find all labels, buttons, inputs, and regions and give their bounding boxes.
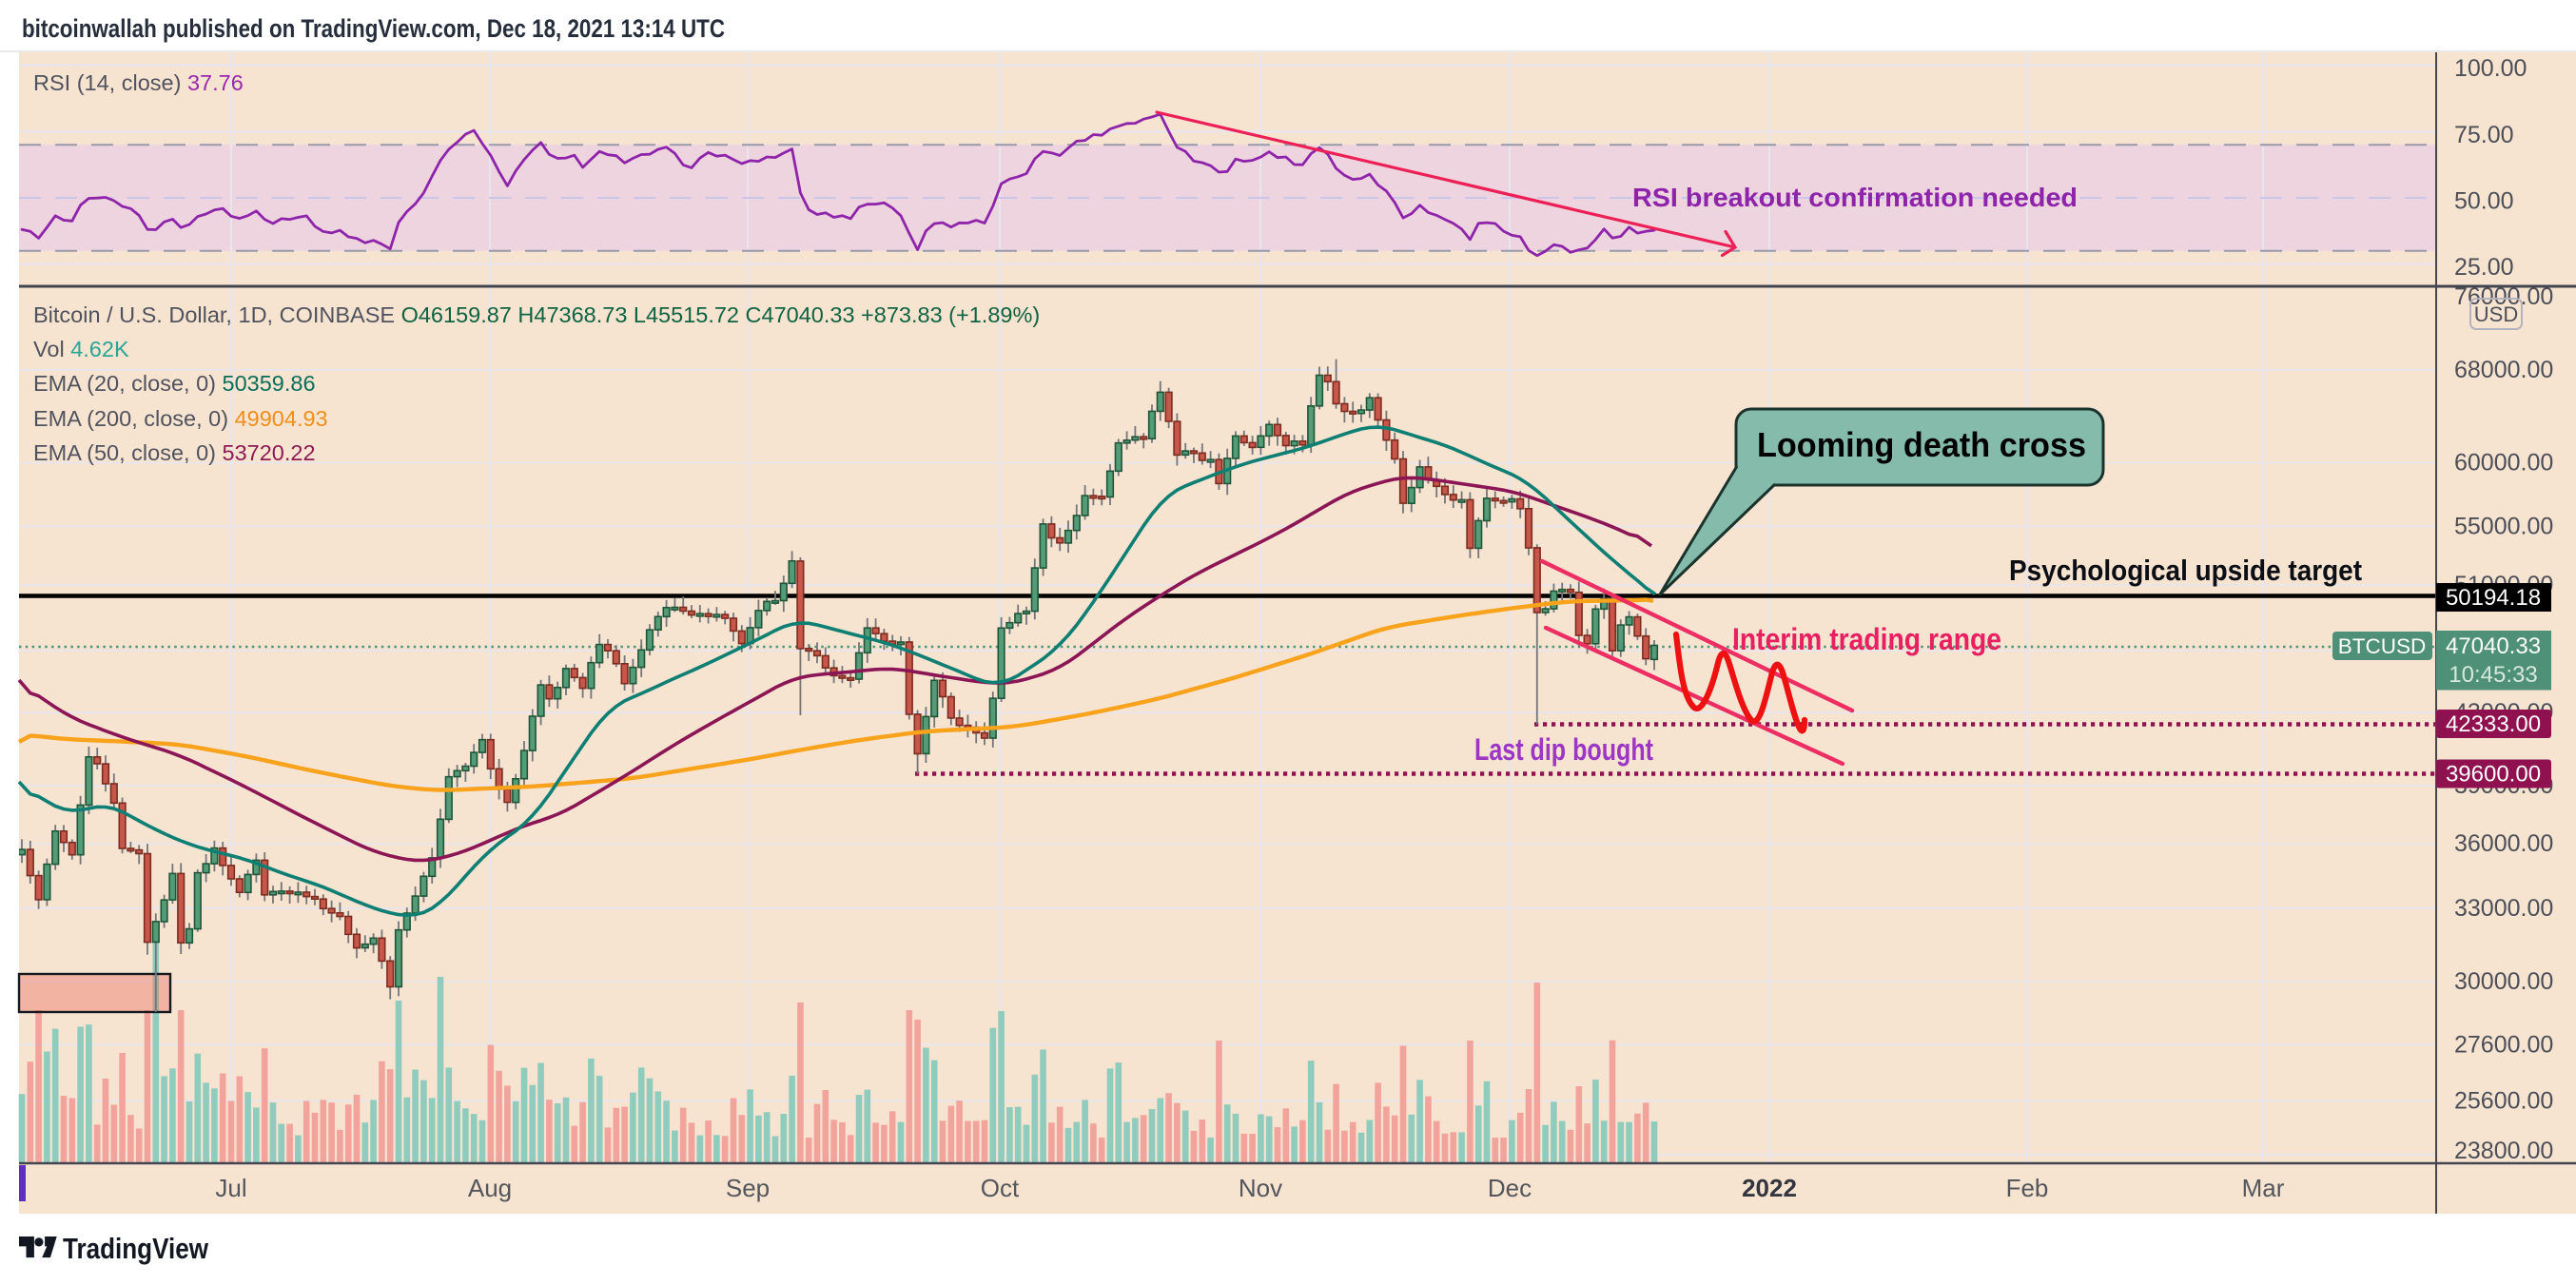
svg-text:EMA (20, close, 0) 50359.86: EMA (20, close, 0) 50359.86: [33, 371, 316, 396]
svg-text:Nov: Nov: [1239, 1174, 1282, 1202]
svg-text:EMA (50, close, 0) 53720.22: EMA (50, close, 0) 53720.22: [33, 440, 316, 465]
svg-text:Aug: Aug: [468, 1174, 512, 1202]
svg-text:25600.00: 25600.00: [2454, 1087, 2553, 1114]
svg-text:Last dip bought: Last dip bought: [1474, 732, 1653, 767]
svg-text:47040.33: 47040.33: [2446, 633, 2541, 659]
svg-text:Interim trading range: Interim trading range: [1732, 622, 2001, 656]
svg-text:Vol 4.62K: Vol 4.62K: [33, 337, 129, 361]
svg-text:Feb: Feb: [2006, 1174, 2049, 1202]
svg-text:100.00: 100.00: [2454, 55, 2527, 82]
svg-text:55000.00: 55000.00: [2454, 513, 2553, 539]
svg-text:50194.18: 50194.18: [2446, 585, 2541, 611]
svg-text:30000.00: 30000.00: [2454, 968, 2553, 995]
svg-text:bitcoinwallah published on Tra: bitcoinwallah published on TradingView.c…: [22, 14, 725, 43]
svg-text:25.00: 25.00: [2454, 254, 2514, 281]
svg-text:Jul: Jul: [215, 1174, 246, 1202]
svg-text:75.00: 75.00: [2454, 122, 2514, 148]
svg-text:EMA (200, close, 0) 49904.93: EMA (200, close, 0) 49904.93: [33, 406, 328, 431]
svg-text:Sep: Sep: [726, 1174, 770, 1202]
svg-text:RSI breakout confirmation need: RSI breakout confirmation needed: [1632, 183, 2078, 212]
svg-text:10:45:33: 10:45:33: [2449, 662, 2537, 688]
svg-text:Mar: Mar: [2242, 1174, 2285, 1202]
svg-text:60000.00: 60000.00: [2454, 450, 2553, 477]
svg-text:Oct: Oct: [981, 1174, 1020, 1202]
svg-text:68000.00: 68000.00: [2454, 357, 2553, 383]
svg-text:TradingView: TradingView: [63, 1232, 209, 1265]
svg-text:BTCUSD: BTCUSD: [2338, 634, 2427, 658]
svg-text:23800.00: 23800.00: [2454, 1138, 2553, 1164]
svg-text:33000.00: 33000.00: [2454, 895, 2553, 922]
svg-text:39600.00: 39600.00: [2446, 762, 2541, 788]
svg-text:36000.00: 36000.00: [2454, 830, 2553, 857]
svg-text:27600.00: 27600.00: [2454, 1031, 2553, 1058]
svg-text:Bitcoin / U.S. Dollar, 1D, COI: Bitcoin / U.S. Dollar, 1D, COINBASE O461…: [33, 302, 1040, 327]
svg-text:Psychological upside target: Psychological upside target: [2009, 554, 2362, 587]
svg-text:42333.00: 42333.00: [2446, 711, 2541, 737]
svg-text:50.00: 50.00: [2454, 188, 2514, 215]
svg-text:Dec: Dec: [1488, 1174, 1532, 1202]
svg-text:USD: USD: [2474, 302, 2518, 326]
svg-text:RSI (14, close) 37.76: RSI (14, close) 37.76: [33, 70, 244, 95]
svg-text:2022: 2022: [1742, 1174, 1797, 1202]
svg-text:Looming death cross: Looming death cross: [1757, 425, 2086, 464]
